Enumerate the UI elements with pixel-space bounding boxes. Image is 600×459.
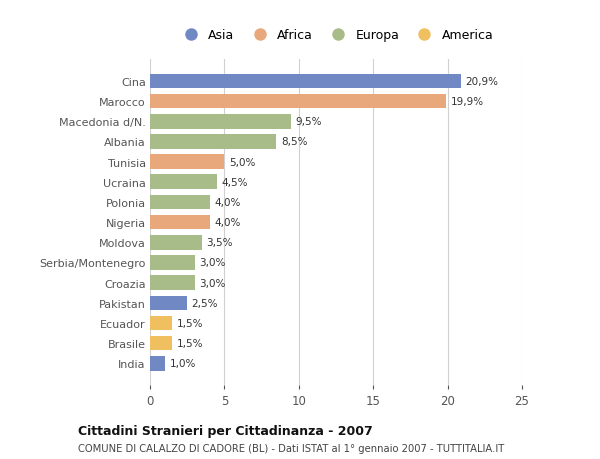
Text: 4,0%: 4,0% (214, 218, 241, 228)
Text: 3,5%: 3,5% (206, 238, 233, 248)
Bar (150, 74, 461, 89)
Text: 3,0%: 3,0% (199, 258, 226, 268)
Text: 1,0%: 1,0% (169, 358, 196, 369)
Bar (150, 256, 194, 270)
Bar (150, 175, 217, 190)
Text: 3,0%: 3,0% (199, 278, 226, 288)
Bar (150, 336, 172, 351)
Bar (150, 276, 194, 290)
Text: COMUNE DI CALALZO DI CADORE (BL) - Dati ISTAT al 1° gennaio 2007 - TUTTITALIA.IT: COMUNE DI CALALZO DI CADORE (BL) - Dati … (78, 443, 504, 453)
Bar (150, 356, 165, 371)
Text: 4,0%: 4,0% (214, 197, 241, 207)
Text: 1,5%: 1,5% (177, 338, 203, 348)
Text: 4,5%: 4,5% (221, 177, 248, 187)
Text: 5,0%: 5,0% (229, 157, 255, 167)
Bar (150, 155, 224, 169)
Text: 1,5%: 1,5% (177, 318, 203, 328)
Text: Cittadini Stranieri per Cittadinanza - 2007: Cittadini Stranieri per Cittadinanza - 2… (78, 424, 373, 437)
Text: 20,9%: 20,9% (466, 77, 499, 87)
Bar (150, 316, 172, 330)
Bar (150, 195, 209, 210)
Bar (150, 135, 277, 149)
Bar (150, 115, 292, 129)
Bar (150, 215, 209, 230)
Text: 8,5%: 8,5% (281, 137, 307, 147)
Text: 2,5%: 2,5% (191, 298, 218, 308)
Legend: Asia, Africa, Europa, America: Asia, Africa, Europa, America (176, 27, 496, 45)
Text: 19,9%: 19,9% (451, 97, 484, 107)
Bar (150, 235, 202, 250)
Bar (150, 95, 446, 109)
Bar (150, 296, 187, 310)
Text: 9,5%: 9,5% (296, 117, 322, 127)
